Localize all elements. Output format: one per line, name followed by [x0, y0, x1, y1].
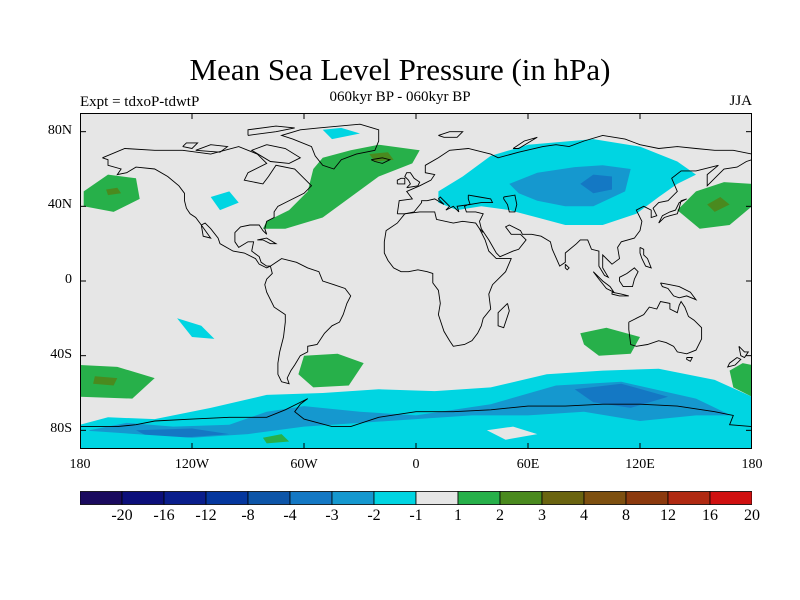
coastline-uk	[404, 172, 421, 189]
region-south-atlantic-high	[298, 353, 364, 388]
region-antarctic-cyan-band	[80, 411, 752, 449]
coastline-ellesmere	[247, 125, 295, 136]
coastline-victoria-island	[195, 144, 229, 153]
coastline-borneo	[619, 267, 639, 288]
colorbar-swatch	[415, 491, 459, 505]
colorbar-label: 3	[538, 507, 546, 524]
map-frame	[80, 113, 752, 449]
coastline-sri-lanka	[564, 263, 570, 271]
colorbar-swatch	[457, 491, 501, 505]
colorbar-swatch	[247, 491, 291, 505]
experiment-label: Expt = tdxoP-tdwtP	[80, 94, 200, 110]
pressure-map	[80, 113, 752, 449]
lat-label: 80N	[47, 122, 72, 138]
coastline-tasmania	[686, 357, 694, 362]
colorbar-swatch	[667, 491, 711, 505]
region-antarctic-green	[262, 434, 290, 444]
lon-label: 180	[69, 457, 91, 472]
region-north-pacific-core	[106, 187, 122, 196]
region-arctic-cyan	[322, 127, 360, 140]
colorbar-label: -12	[195, 507, 217, 524]
coastline-madagascar	[497, 303, 510, 329]
colorbar-label: -4	[283, 507, 297, 524]
colorbar-swatch	[331, 491, 375, 505]
colorbar-label: -20	[111, 507, 133, 524]
coastline-banks-island	[182, 142, 199, 149]
colorbar-label: -16	[153, 507, 175, 524]
colorbar-swatch	[499, 491, 543, 505]
colorbar-label: 12	[660, 507, 676, 524]
region-north-atlantic-high	[262, 144, 420, 229]
colorbar-swatch	[205, 491, 249, 505]
coastline-novaya-zemlya	[512, 136, 538, 149]
lat-label: 40N	[47, 197, 72, 213]
colorbar-label: -1	[409, 507, 423, 524]
colorbar-label: 8	[622, 507, 630, 524]
coastline-australia	[628, 300, 703, 355]
coastline-eurasia	[396, 134, 752, 279]
region-northwest-pacific-core	[707, 197, 730, 212]
coastline-new-zealand-n	[738, 345, 750, 359]
region-antarctic-grey	[486, 426, 538, 440]
colorbar-label: -8	[241, 507, 255, 524]
colorbar-label: 1	[454, 507, 462, 524]
coastline-java	[611, 291, 629, 297]
colorbar-label: -2	[367, 507, 381, 524]
lon-label: 60W	[290, 457, 318, 472]
lat-label: 40S	[50, 346, 72, 362]
lon-label: 180	[741, 457, 763, 472]
coastline-caspian	[503, 194, 518, 213]
colorbar-label: 16	[702, 507, 718, 524]
coastline-baffin	[250, 144, 302, 164]
colorbar-swatch	[625, 491, 669, 505]
season-label: JJA	[729, 93, 752, 109]
colorbar-label: 20	[744, 507, 760, 524]
colorbar-swatch	[163, 491, 207, 505]
lon-label: 120W	[174, 457, 210, 472]
coastline-cuba	[257, 237, 278, 245]
colorbar-swatch	[121, 491, 165, 505]
colorbar-swatch	[583, 491, 627, 505]
colorbar-label: -3	[325, 507, 339, 524]
coastline-south-america	[264, 258, 352, 385]
colorbar	[80, 491, 752, 505]
region-south-pacific-high	[80, 365, 155, 399]
region-labrador-cyan	[210, 191, 239, 211]
region-east-asia-core	[580, 174, 612, 194]
coastline-iceland	[371, 157, 392, 164]
lon-label: 0	[412, 457, 420, 472]
coastline-antarctica	[80, 398, 752, 428]
coastline-new-guinea	[660, 282, 698, 301]
coastline-svalbard	[438, 131, 464, 138]
colorbar-swatch	[709, 491, 752, 505]
period-label: 060kyr BP - 060kyr BP	[329, 89, 471, 105]
coastline-japan	[658, 198, 687, 224]
colorbar-swatch	[289, 491, 333, 505]
coastline-arabia-red-sea	[479, 228, 484, 233]
colorbar-label: 2	[496, 507, 504, 524]
colorbar-label: 4	[580, 507, 588, 524]
lon-label: 120E	[625, 457, 655, 472]
contour-regions	[80, 127, 752, 449]
coastline-ireland	[396, 177, 406, 185]
coastlines	[80, 123, 752, 428]
page-title: Mean Sea Level Pressure (in hPa)	[189, 52, 611, 87]
lat-label: 0	[65, 272, 72, 287]
lat-label: 80S	[50, 421, 72, 437]
lon-label: 60E	[516, 457, 540, 472]
colorbar-swatch	[373, 491, 417, 505]
region-southern-ocean-deep-2	[574, 383, 668, 408]
region-south-pacific-cyan	[177, 318, 215, 339]
coastline-new-zealand-s	[726, 357, 742, 368]
coastline-black-sea	[467, 194, 494, 206]
coastline-philippines	[639, 246, 652, 269]
region-southeast-pacific-high	[729, 363, 752, 397]
region-south-pacific-core	[93, 376, 118, 386]
region-indian-ocean-high	[580, 327, 640, 356]
coastline-africa	[383, 211, 512, 347]
colorbar-swatch	[80, 491, 123, 505]
colorbar-swatch	[541, 491, 585, 505]
coastline-north-america	[102, 146, 313, 269]
coastline-greenland	[280, 123, 380, 170]
